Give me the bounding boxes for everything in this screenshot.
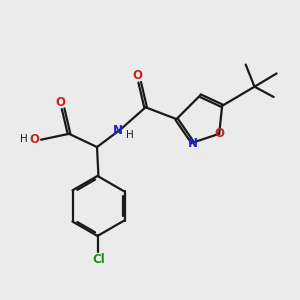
Text: N: N: [112, 124, 123, 137]
Text: H: H: [126, 130, 134, 140]
Text: O: O: [56, 96, 66, 109]
Text: H: H: [20, 134, 27, 144]
Text: O: O: [215, 127, 225, 140]
Text: N: N: [188, 137, 198, 150]
Text: Cl: Cl: [92, 253, 105, 266]
Text: O: O: [30, 133, 40, 146]
Text: O: O: [132, 69, 142, 82]
